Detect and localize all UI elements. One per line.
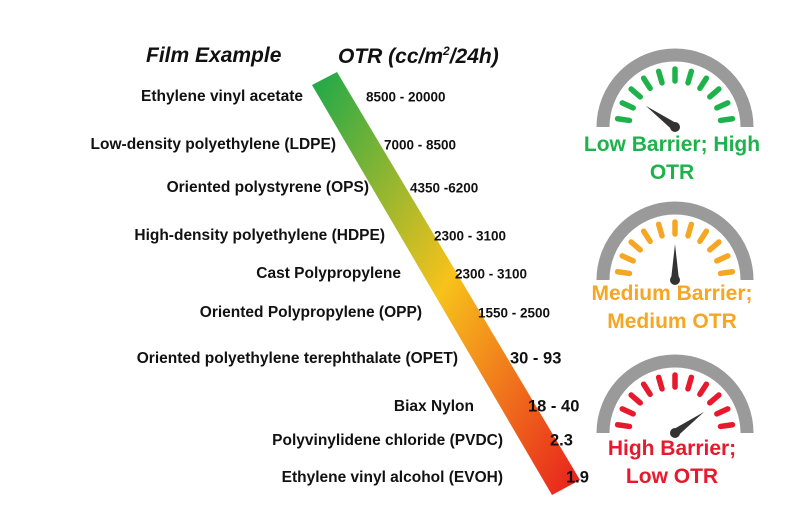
gauge-tick	[619, 406, 636, 417]
otr-header-prefix: OTR (cc/m	[338, 45, 444, 68]
film-name: Ethylene vinyl acetate	[141, 88, 303, 105]
gauge-caption-line1: Low Barrier; High	[583, 133, 761, 156]
film-name: High-density polyethylene (HDPE)	[134, 227, 385, 244]
film-name: Low-density polyethylene (LDPE)	[90, 136, 336, 153]
gauge-tick	[640, 228, 653, 245]
gauge-tick	[614, 268, 633, 277]
gradient-band	[312, 72, 580, 495]
gauge-caption: Low Barrier; High OTR	[562, 131, 782, 187]
gauge-tick	[714, 100, 731, 111]
gauge-tick	[640, 75, 653, 92]
otr-header-superscript: 2	[443, 44, 450, 58]
otr-value: 1550 - 2500	[478, 305, 551, 321]
otr-value: 7000 - 8500	[384, 137, 457, 153]
barrier-gauge-icon	[596, 201, 754, 285]
otr-header: OTR (cc/m2/24h)	[338, 44, 499, 69]
gauge-caption: High Barrier; Low OTR	[562, 435, 782, 491]
gauge-tick	[655, 68, 665, 86]
film-name: Ethylene vinyl alcohol (EVOH)	[281, 469, 503, 486]
gauge-tick	[717, 268, 736, 277]
gauge-needle	[672, 411, 705, 437]
barrier-gauge-icon	[596, 48, 754, 132]
gauge-tick	[614, 115, 633, 124]
otr-value: 1.9	[566, 468, 589, 487]
gauge-tick	[614, 421, 633, 430]
otr-value: 4350 -6200	[410, 180, 479, 196]
otr-value: 2300 - 3100	[455, 266, 528, 282]
gauge-tick	[640, 381, 653, 398]
barrier-gauge-icon	[596, 354, 754, 438]
gauge-tick	[707, 86, 722, 100]
gauge-tick	[655, 374, 665, 392]
gauge-needle	[671, 244, 679, 280]
gauge-caption: Medium Barrier; Medium OTR	[562, 280, 782, 336]
gauge-tick	[707, 239, 722, 253]
film-name: Oriented polystyrene (OPS)	[166, 179, 369, 196]
gauge-hub	[670, 428, 680, 438]
gauge-tick	[619, 253, 636, 264]
gauge-hub	[670, 122, 680, 132]
gauge-tick	[707, 392, 722, 406]
gauge-caption-line2: Medium OTR	[607, 310, 737, 333]
otr-value: 30 - 93	[510, 349, 562, 368]
film-name: Oriented polyethylene terephthalate (OPE…	[136, 350, 458, 367]
gauge-tick	[697, 381, 710, 398]
gauge-caption-line2: Low OTR	[625, 465, 719, 488]
gauge-tick	[628, 392, 643, 406]
film-name: Biax Nylon	[393, 398, 474, 415]
gauge-tick	[628, 86, 643, 100]
gauge-needle	[645, 105, 678, 131]
film-name: Polyvinylidene chloride (PVDC)	[272, 432, 503, 449]
gauge-rim	[596, 354, 754, 434]
gauge-hub	[670, 275, 680, 285]
gauge-tick	[685, 374, 695, 392]
gauge-tick	[685, 221, 695, 239]
gauge-caption-line1: High Barrier;	[607, 437, 737, 460]
film-example-header: Film Example	[146, 44, 282, 67]
gauge-rim	[596, 201, 754, 281]
otr-value: 2300 - 3100	[434, 228, 507, 244]
gauge-tick	[697, 75, 710, 92]
gauge-tick	[717, 421, 736, 430]
otr-header-suffix: /24h)	[449, 45, 499, 68]
gauge-rim	[596, 48, 754, 128]
otr-value: 8500 - 20000	[366, 89, 446, 105]
gauge-tick	[619, 100, 636, 111]
gauge-tick	[655, 221, 665, 239]
gauge-tick	[685, 68, 695, 86]
film-name: Cast Polypropylene	[256, 265, 401, 282]
gauge-tick	[714, 253, 731, 264]
otr-value: 18 - 40	[528, 397, 580, 416]
gauge-caption-line2: OTR	[649, 161, 695, 184]
gauge-caption-line1: Medium Barrier;	[591, 282, 753, 305]
film-name: Oriented Polypropylene (OPP)	[199, 304, 422, 321]
otr-value: 2.3	[550, 431, 573, 450]
gauge-tick	[628, 239, 643, 253]
gauge-tick	[714, 406, 731, 417]
gauge-tick	[717, 115, 736, 124]
gauge-tick	[697, 228, 710, 245]
